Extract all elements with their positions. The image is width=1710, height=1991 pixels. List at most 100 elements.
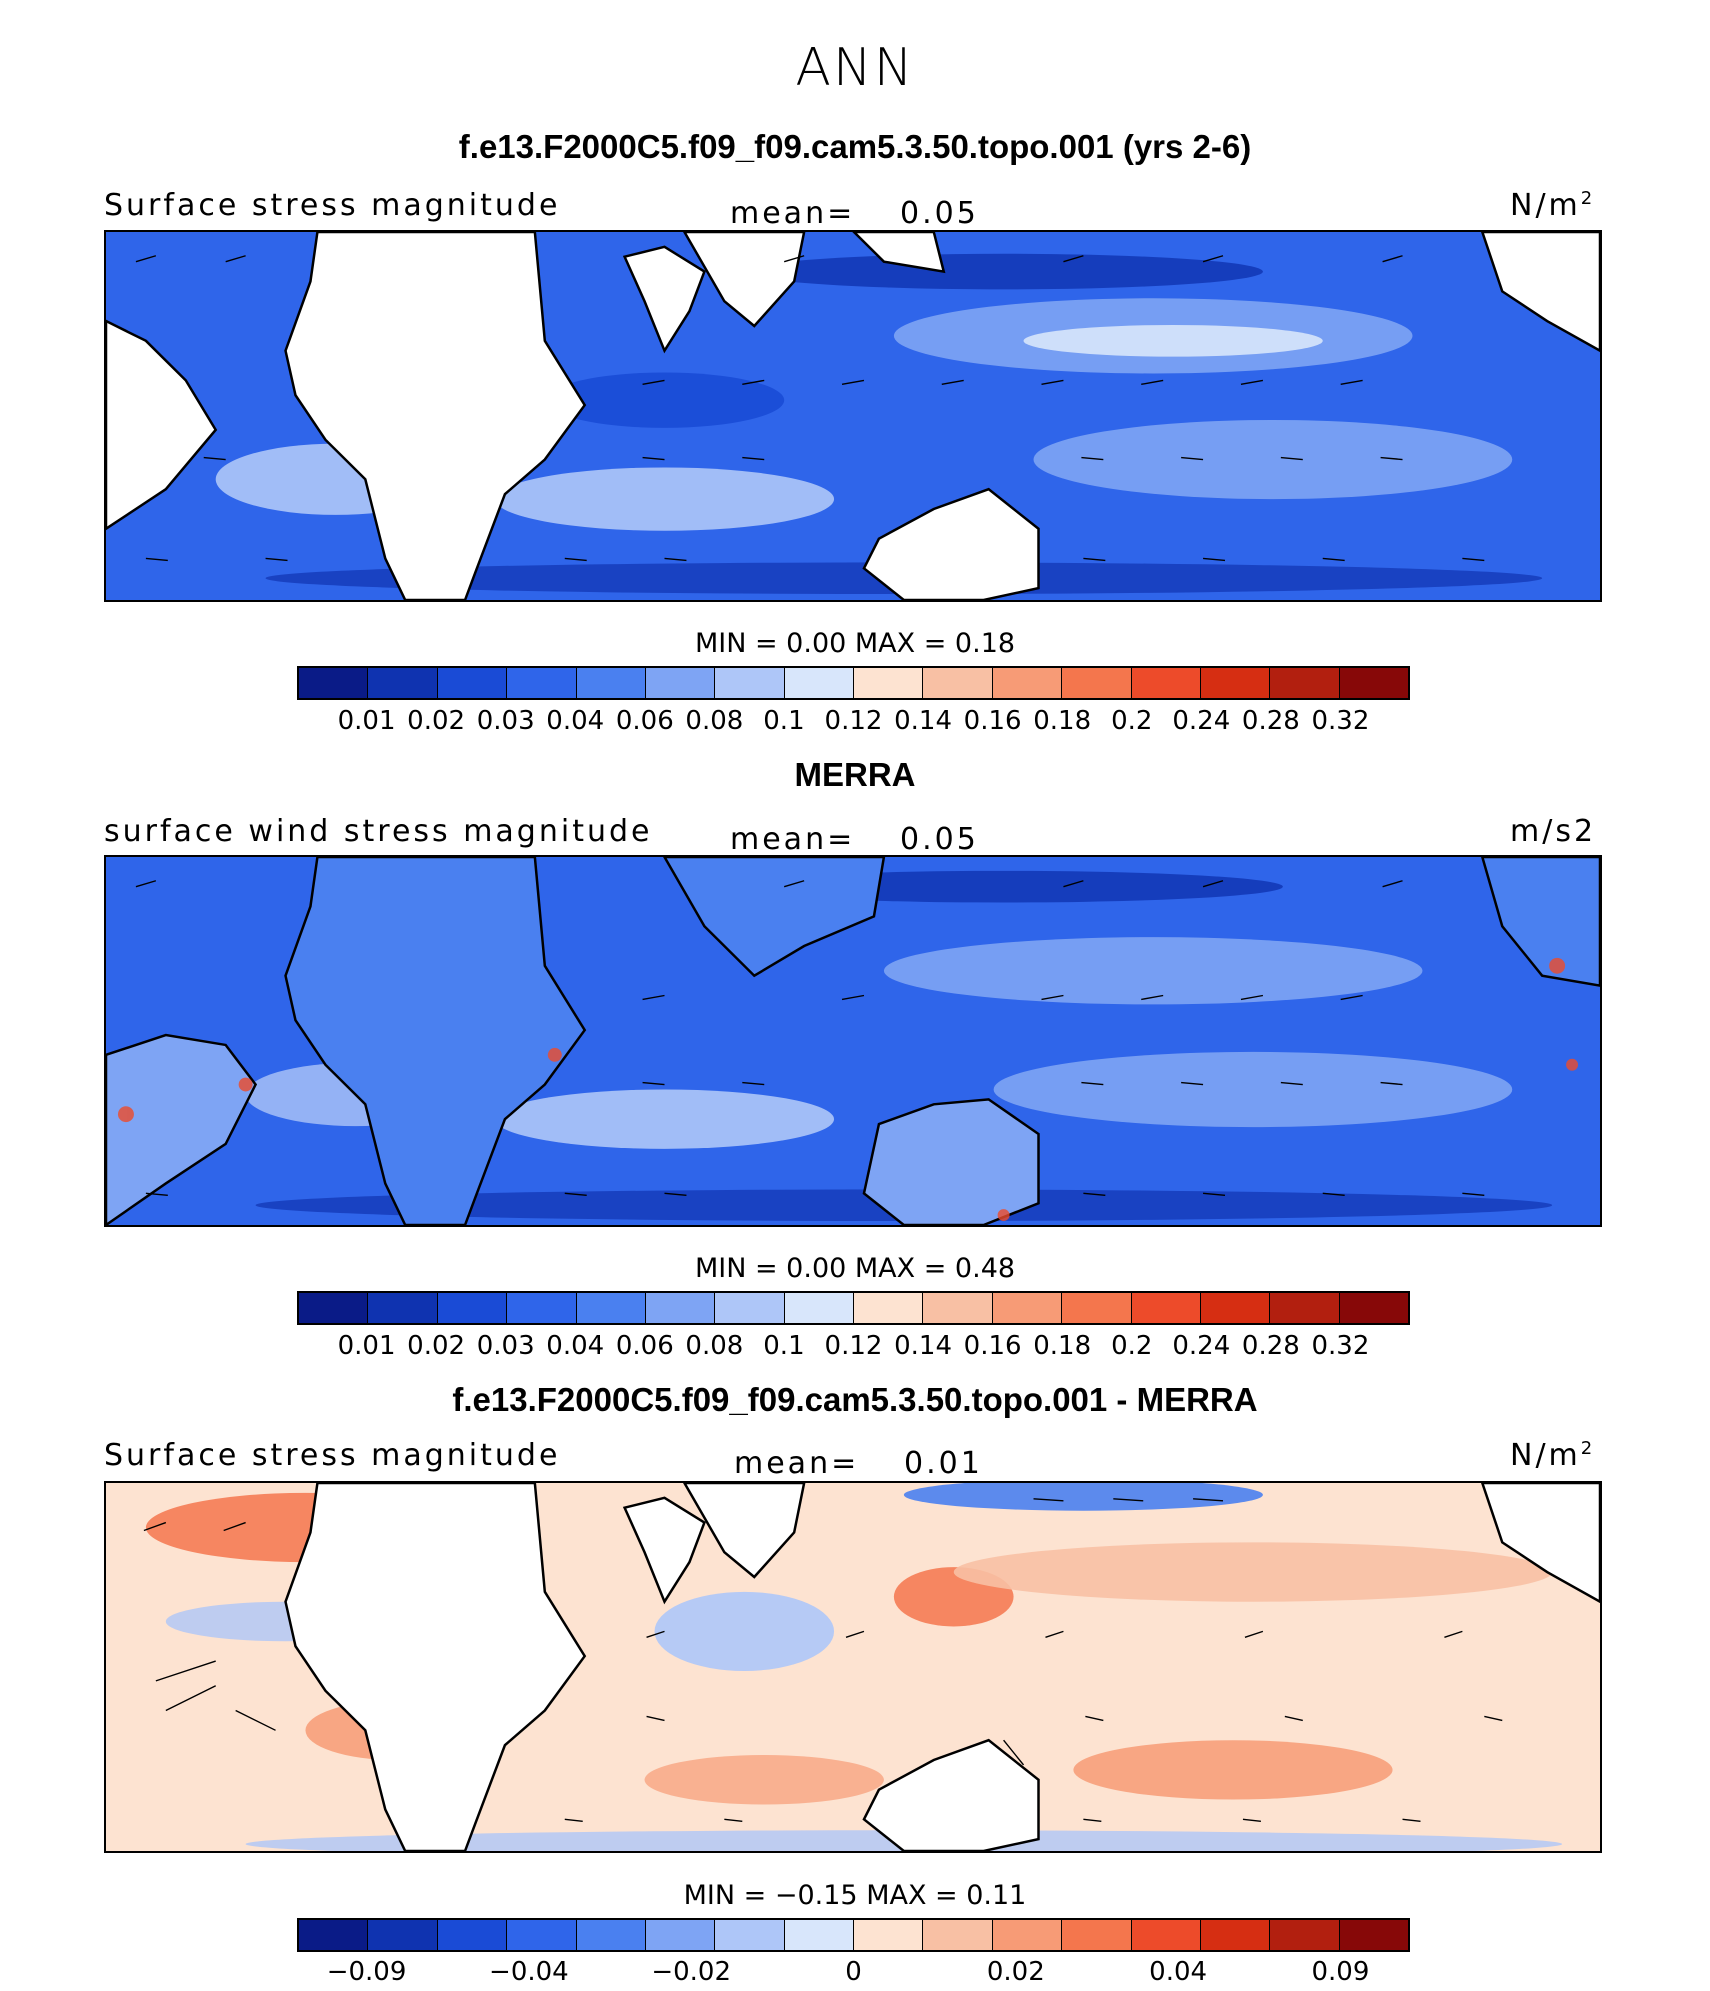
colorbar-tick-label: 0.1 (763, 706, 805, 736)
colorbar-box (715, 1920, 785, 1950)
colorbar-box (715, 1293, 785, 1323)
colorbar-tick-label: 0.04 (546, 706, 605, 736)
colorbar-box (1200, 1920, 1271, 1950)
colorbar-box (992, 668, 1063, 698)
panel-2-colorbar (297, 1291, 1410, 1325)
colorbar-box (992, 1293, 1063, 1323)
panel-3-colorbar (297, 1918, 1410, 1952)
colorbar-tick-label: 0.06 (615, 706, 674, 736)
colorbar-box (437, 668, 508, 698)
colorbar-tick-label: 0.02 (407, 706, 466, 736)
colorbar-box (368, 668, 438, 698)
colorbar-tick-label: 0.16 (963, 706, 1022, 736)
colorbar-tick-label: 0.14 (894, 706, 953, 736)
panel-2-wind-vectors (135, 880, 1485, 1197)
panel-3-variable-label: Surface stress magnitude (104, 1438, 561, 1473)
panel-2-title: MERRA (794, 756, 916, 793)
panel-3-mean-value: 0.01 (904, 1446, 983, 1481)
colorbar-box (507, 668, 577, 698)
colorbar-tick-label: 0.03 (476, 706, 535, 736)
panel-3-wind-vectors (143, 1498, 1503, 1823)
panel-1-map (104, 230, 1602, 602)
colorbar-tick-label: 0.09 (1311, 1957, 1370, 1987)
colorbar-tick-label: 0 (845, 1957, 862, 1987)
colorbar-box (576, 1293, 646, 1323)
colorbar-box (299, 1920, 369, 1950)
panel-3-mean-label: mean= (734, 1446, 860, 1481)
colorbar-tick-label: 0.04 (546, 1331, 605, 1361)
panel-3-title: f.e13.F2000C5.f09_f09.cam5.3.50.topo.001… (452, 1381, 1258, 1418)
colorbar-box (1200, 1293, 1271, 1323)
colorbar-tick-label: 0.01 (337, 1331, 396, 1361)
colorbar-box (1131, 1293, 1201, 1323)
colorbar-box (576, 1920, 646, 1950)
panel-1-colorbar-ticks: 0.01 0.02 0.03 0.04 0.06 0.08 0.1 0.12 0.14 0.16 0… (297, 706, 1410, 740)
colorbar-box (1062, 668, 1132, 698)
colorbar-tick-label: 0.08 (685, 706, 744, 736)
panel-2-land (106, 857, 1600, 1225)
panel-1-title: f.e13.F2000C5.f09_f09.cam5.3.50.topo.001… (458, 128, 1252, 165)
colorbar-tick-label: 0.28 (1241, 1331, 1300, 1361)
colorbar-box (992, 1920, 1063, 1950)
colorbar-box (1200, 668, 1271, 698)
colorbar-tick-label: 0.04 (1149, 1957, 1208, 1987)
panel-3-map (104, 1481, 1602, 1853)
panel-1-min-max: MIN = 0.00 MAX = 0.18 (694, 628, 1016, 659)
colorbar-tick-label: 0.24 (1172, 706, 1231, 736)
colorbar-box (507, 1293, 577, 1323)
colorbar-box (645, 1293, 716, 1323)
colorbar-tick-label: 0.32 (1311, 1331, 1370, 1361)
colorbar-box (715, 668, 785, 698)
panel-1-units: N/m2 (1510, 188, 1596, 223)
panel-2-hotspots (117, 957, 1579, 1222)
panel-3-units: N/m2 (1510, 1438, 1596, 1473)
colorbar-box (576, 668, 646, 698)
colorbar-tick-label: −0.09 (326, 1957, 407, 1987)
colorbar-box (1131, 1920, 1201, 1950)
panel-2-colorbar-ticks: 0.01 0.02 0.03 0.04 0.06 0.08 0.1 0.12 0.14 0.16 0… (297, 1331, 1410, 1365)
colorbar-tick-label: 0.2 (1111, 1331, 1153, 1361)
colorbar-box (437, 1293, 508, 1323)
colorbar-tick-label: −0.04 (489, 1957, 569, 1987)
colorbar-box (368, 1920, 438, 1950)
figure-title: ANN (795, 38, 915, 98)
panel-2-mean-value: 0.05 (900, 822, 979, 857)
colorbar-box (923, 668, 993, 698)
colorbar-tick-label: 0.01 (337, 706, 396, 736)
colorbar-box (784, 668, 854, 698)
panel-3-min-max: MIN = −0.15 MAX = 0.11 (683, 1880, 1027, 1911)
colorbar-box (1270, 1293, 1340, 1323)
panel-1-land (106, 232, 1600, 600)
colorbar-box (923, 1920, 993, 1950)
colorbar-box (645, 1920, 716, 1950)
panel-1-variable-label: Surface stress magnitude (104, 188, 561, 223)
colorbar-box (1339, 1920, 1408, 1950)
colorbar-box (1062, 1920, 1132, 1950)
panel-1-mean-value: 0.05 (900, 196, 979, 231)
colorbar-tick-label: 0.18 (1033, 706, 1092, 736)
panel-2-map (104, 855, 1602, 1227)
panel-2-map-svg (106, 857, 1600, 1225)
panel-1-mean-label: mean= (730, 196, 856, 231)
colorbar-tick-label: 0.02 (407, 1331, 466, 1361)
colorbar-box (1062, 1293, 1132, 1323)
colorbar-tick-label: 0.1 (763, 1331, 805, 1361)
panel-2-units: m/s2 (1510, 814, 1597, 849)
panel-1-wind-vectors (135, 255, 1485, 562)
colorbar-tick-label: 0.32 (1311, 706, 1370, 736)
colorbar-tick-label: −0.02 (651, 1957, 732, 1987)
colorbar-box (923, 1293, 993, 1323)
colorbar-box (1131, 668, 1201, 698)
colorbar-tick-label: 0.24 (1172, 1331, 1231, 1361)
colorbar-box (299, 668, 369, 698)
colorbar-box (645, 668, 716, 698)
colorbar-box (368, 1293, 438, 1323)
colorbar-box (507, 1920, 577, 1950)
colorbar-box (1270, 668, 1340, 698)
panel-3-map-svg (106, 1483, 1600, 1851)
panel-1-colorbar (297, 666, 1410, 700)
panel-1-map-svg (106, 232, 1600, 600)
colorbar-box (854, 1920, 924, 1950)
colorbar-tick-label: 0.02 (986, 1957, 1045, 1987)
colorbar-tick-label: 0.03 (476, 1331, 535, 1361)
